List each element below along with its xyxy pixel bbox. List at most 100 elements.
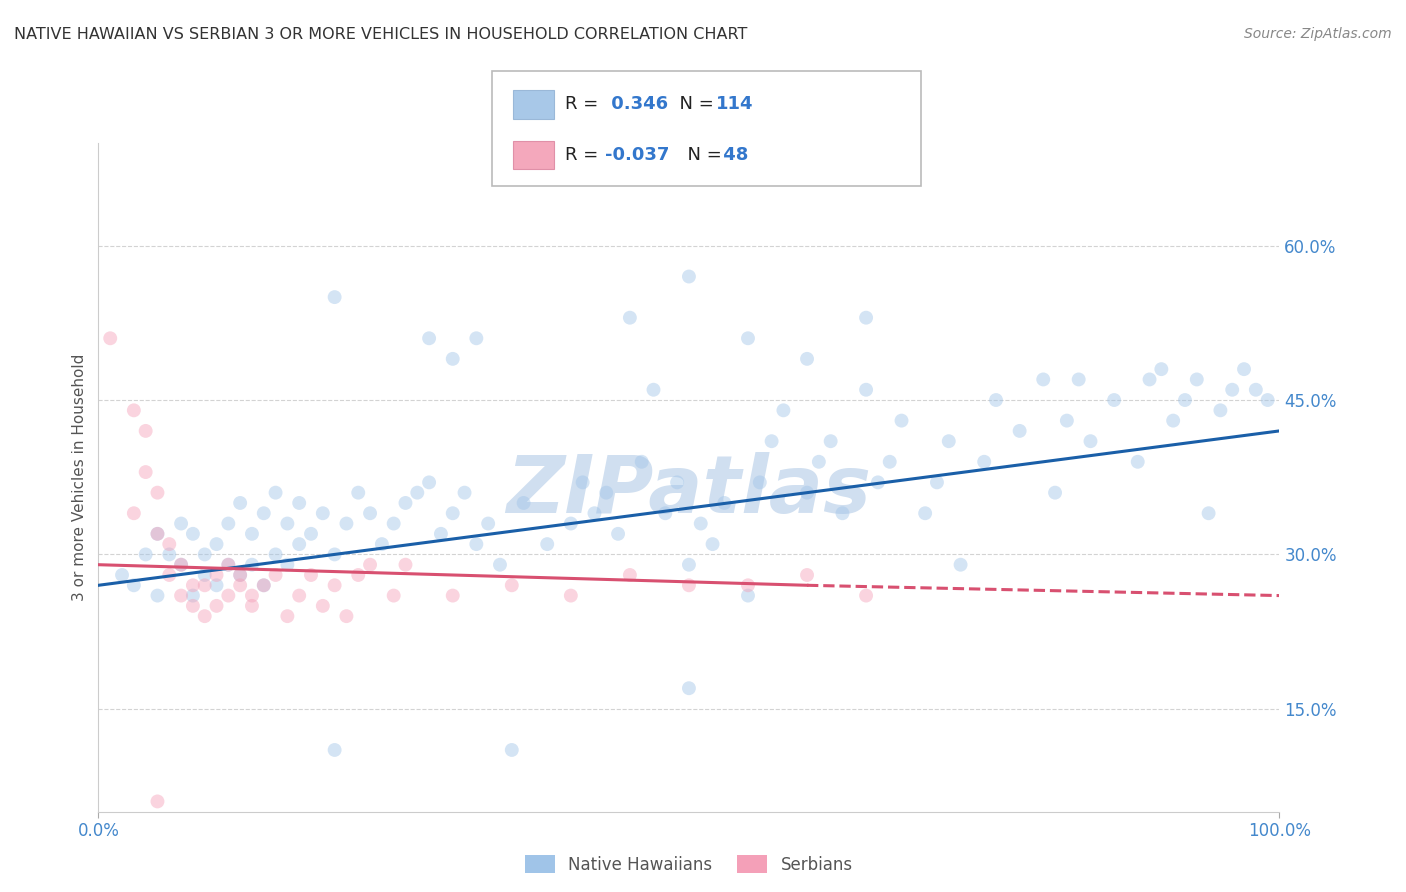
Point	[1150, 362, 1173, 376]
Point	[571, 475, 593, 490]
Text: Source: ZipAtlas.com: Source: ZipAtlas.com	[1244, 27, 1392, 41]
Point	[501, 743, 523, 757]
Point	[122, 403, 145, 417]
Point	[973, 455, 995, 469]
Point	[205, 599, 228, 613]
Point	[1257, 392, 1279, 407]
Point	[111, 568, 134, 582]
Point	[394, 496, 416, 510]
Point	[619, 310, 641, 325]
Point	[418, 475, 440, 490]
Point	[465, 537, 488, 551]
Point	[323, 578, 346, 592]
Point	[323, 290, 346, 304]
Point	[807, 455, 830, 469]
Point	[666, 475, 689, 490]
Point	[607, 526, 630, 541]
Point	[489, 558, 512, 572]
Point	[382, 516, 405, 531]
Point	[323, 548, 346, 562]
Point	[820, 434, 842, 449]
Point	[323, 743, 346, 757]
Point	[217, 558, 239, 572]
Point	[855, 383, 877, 397]
Point	[288, 589, 311, 603]
Point	[702, 537, 724, 551]
Point	[135, 548, 157, 562]
Point	[477, 516, 499, 531]
Point	[276, 609, 298, 624]
Point	[181, 599, 204, 613]
Point	[1244, 383, 1267, 397]
Point	[441, 589, 464, 603]
Point	[146, 485, 169, 500]
Point	[146, 526, 169, 541]
Point	[1220, 383, 1243, 397]
Point	[157, 537, 180, 551]
Text: 114: 114	[716, 95, 754, 113]
Point	[560, 589, 582, 603]
Point	[678, 558, 700, 572]
Point	[335, 516, 357, 531]
Point	[1198, 506, 1220, 520]
Point	[157, 548, 180, 562]
Point	[1043, 485, 1066, 500]
Point	[949, 558, 972, 572]
Point	[146, 526, 169, 541]
Point	[1032, 372, 1054, 386]
Point	[678, 269, 700, 284]
Point	[737, 578, 759, 592]
Point	[1209, 403, 1232, 417]
Point	[1126, 455, 1149, 469]
Point	[194, 609, 217, 624]
Point	[135, 424, 157, 438]
Point	[229, 568, 252, 582]
Point	[796, 351, 818, 366]
Point	[595, 485, 617, 500]
Point	[170, 558, 193, 572]
Y-axis label: 3 or more Vehicles in Household: 3 or more Vehicles in Household	[72, 353, 87, 601]
Point	[1080, 434, 1102, 449]
Point	[643, 383, 665, 397]
Point	[253, 506, 276, 520]
Point	[1067, 372, 1090, 386]
Point	[122, 506, 145, 520]
Point	[1102, 392, 1125, 407]
Point	[831, 506, 853, 520]
Point	[879, 455, 901, 469]
Point	[217, 516, 239, 531]
Point	[560, 516, 582, 531]
Point	[418, 331, 440, 345]
Point	[654, 506, 676, 520]
Point	[678, 578, 700, 592]
Point	[1185, 372, 1208, 386]
Text: N =: N =	[676, 146, 728, 164]
Text: -0.037: -0.037	[605, 146, 669, 164]
Point	[181, 526, 204, 541]
Point	[465, 331, 488, 345]
Text: 0.346: 0.346	[605, 95, 668, 113]
Point	[253, 578, 276, 592]
Text: R =: R =	[565, 95, 605, 113]
Point	[1174, 392, 1197, 407]
Point	[772, 403, 794, 417]
Point	[347, 485, 370, 500]
Point	[205, 578, 228, 592]
Point	[796, 568, 818, 582]
Point	[122, 578, 145, 592]
Point	[796, 485, 818, 500]
Point	[359, 506, 381, 520]
Point	[264, 485, 287, 500]
Text: NATIVE HAWAIIAN VS SERBIAN 3 OR MORE VEHICLES IN HOUSEHOLD CORRELATION CHART: NATIVE HAWAIIAN VS SERBIAN 3 OR MORE VEH…	[14, 27, 748, 42]
Point	[1139, 372, 1161, 386]
Point	[170, 516, 193, 531]
Point	[288, 537, 311, 551]
Text: ZIPatlas: ZIPatlas	[506, 451, 872, 530]
Text: R =: R =	[565, 146, 605, 164]
Point	[276, 516, 298, 531]
Point	[855, 310, 877, 325]
Point	[583, 506, 606, 520]
Point	[194, 548, 217, 562]
Point	[501, 578, 523, 592]
Point	[288, 496, 311, 510]
